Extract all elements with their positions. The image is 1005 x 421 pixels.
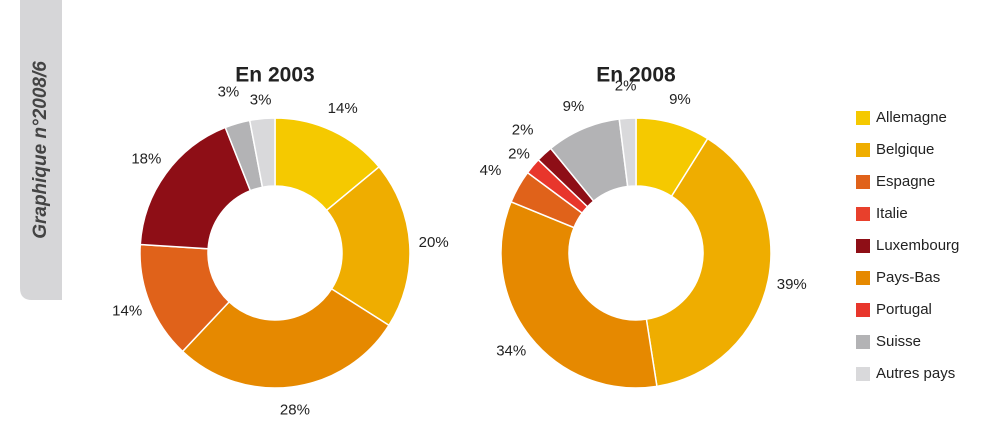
legend-label: Luxembourg [876,237,959,254]
value-label: 9% [669,91,691,108]
legend-swatch [856,111,870,125]
chart-title: En 2008 [596,64,676,87]
donut-segment [500,200,658,389]
value-label: 3% [250,92,272,109]
chart-title: En 2003 [235,64,314,87]
legend-swatch [856,143,870,157]
value-label: 9% [563,98,585,115]
value-label: 18% [131,151,161,168]
legend-label: Belgique [876,141,934,158]
value-label: 39% [777,276,807,293]
value-label: 2% [615,77,637,94]
legend-swatch [856,239,870,253]
legend-label: Suisse [876,333,921,350]
legend-label: Autres pays [876,365,955,382]
value-label: 34% [496,343,526,360]
legend-swatch [856,303,870,317]
side-tab-label: Graphique n°2008/6 [30,61,51,239]
legend-label: Allemagne [876,109,947,126]
donut-segment [325,165,411,327]
side-tab [20,0,62,300]
legend-label: Pays-Bas [876,269,940,286]
donut-segment [645,137,772,388]
value-label: 14% [328,100,358,117]
legend-swatch [856,175,870,189]
donut-segment [181,287,391,389]
donut-segment [618,117,637,188]
donut-segment [248,117,276,189]
value-label: 3% [218,84,240,101]
value-label: 2% [512,121,534,138]
value-label: 14% [112,303,142,320]
legend-swatch [856,367,870,381]
legend-swatch [856,207,870,221]
legend-label: Portugal [876,301,932,318]
value-label: 4% [480,162,502,179]
legend-swatch [856,271,870,285]
value-label: 2% [508,145,530,162]
legend-label: Espagne [876,173,935,190]
legend-label: Italie [876,205,908,222]
value-label: 20% [419,234,449,251]
legend-swatch [856,335,870,349]
value-label: 28% [280,402,310,416]
